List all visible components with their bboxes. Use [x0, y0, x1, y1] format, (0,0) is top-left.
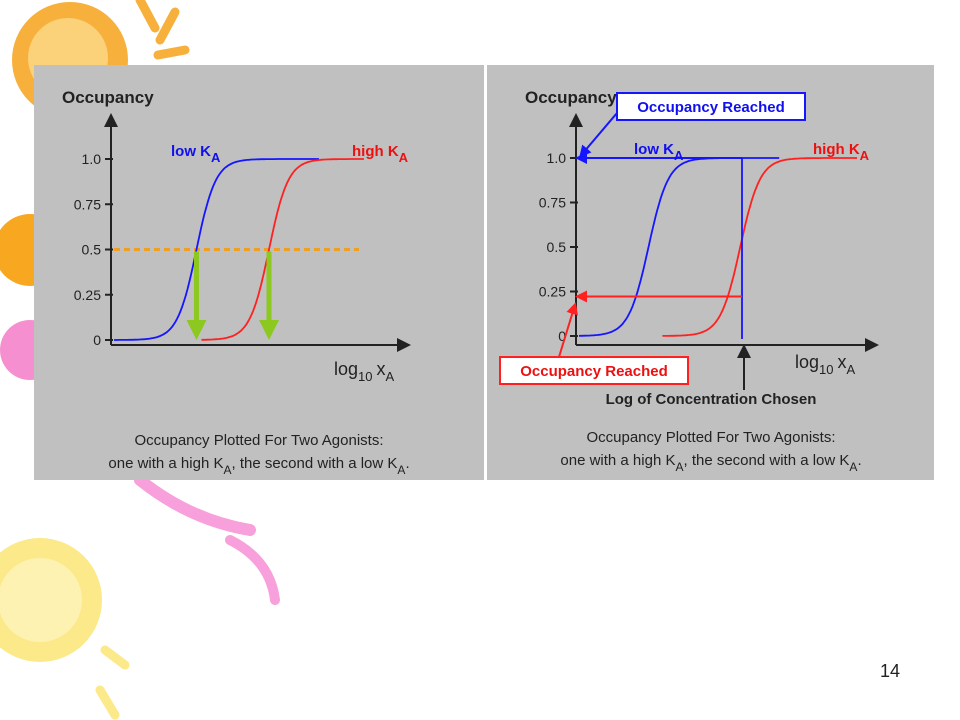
y-tick-label: 0	[93, 332, 101, 348]
y-tick-label: 1.0	[547, 150, 567, 166]
caption-line-2: one with a high KA, the second with a lo…	[560, 452, 861, 474]
x-axis-label: log10 xA	[334, 359, 395, 384]
left-chart: Occupancy 0 0.25 0.5 0.75 1.0 log10 xA low KA…	[62, 88, 411, 477]
series-line-high-ka	[201, 158, 364, 341]
legend-label-high-ka: high KA	[352, 143, 409, 165]
series-line-low-ka	[114, 158, 319, 341]
svg-text:Occupancy Reached: Occupancy Reached	[520, 363, 668, 380]
y-tick-label: 0.5	[82, 242, 102, 258]
y-axis-label: Occupancy	[525, 88, 617, 107]
series-line-low-ka	[579, 157, 780, 337]
x-axis-label: log10 xA	[795, 352, 856, 377]
y-tick-label: 0.75	[539, 195, 566, 211]
caption-line-1: Occupancy Plotted For Two Agonists:	[134, 432, 383, 449]
chosen-concentration-label: Log of Concentration Chosen	[606, 391, 817, 408]
y-tick-label: 1.0	[82, 151, 102, 167]
y-tick-label: 0.5	[547, 239, 567, 255]
y-tick-label: 0.25	[539, 284, 566, 300]
y-tick-label: 0.25	[74, 287, 101, 303]
callout-occupancy-reached-top: Occupancy Reached	[579, 92, 806, 158]
callout-occupancy-reached-bottom: Occupancy Reached	[499, 302, 689, 385]
legend-label-low-ka: low KA	[171, 143, 221, 165]
right-chart: Occupancy 0 0.25 0.5 0.75 1.0 log10 xA Occupa…	[499, 88, 879, 474]
caption-line-1: Occupancy Plotted For Two Agonists:	[586, 429, 835, 446]
series-line-high-ka	[662, 157, 857, 337]
legend-label-low-ka: low KA	[634, 141, 684, 163]
caption-line-2: one with a high KA, the second with a lo…	[108, 455, 409, 477]
right-chart-panel: Occupancy 0 0.25 0.5 0.75 1.0 log10 xA Occupa…	[487, 65, 934, 480]
left-chart-panel: Occupancy 0 0.25 0.5 0.75 1.0 log10 xA low KA…	[34, 65, 484, 480]
y-tick-label: 0	[558, 328, 566, 344]
y-tick-label: 0.75	[74, 196, 101, 212]
legend-label-high-ka: high KA	[813, 141, 870, 163]
svg-text:Occupancy Reached: Occupancy Reached	[637, 99, 785, 116]
y-axis-label: Occupancy	[62, 88, 154, 107]
slide-number: 14	[879, 661, 901, 681]
